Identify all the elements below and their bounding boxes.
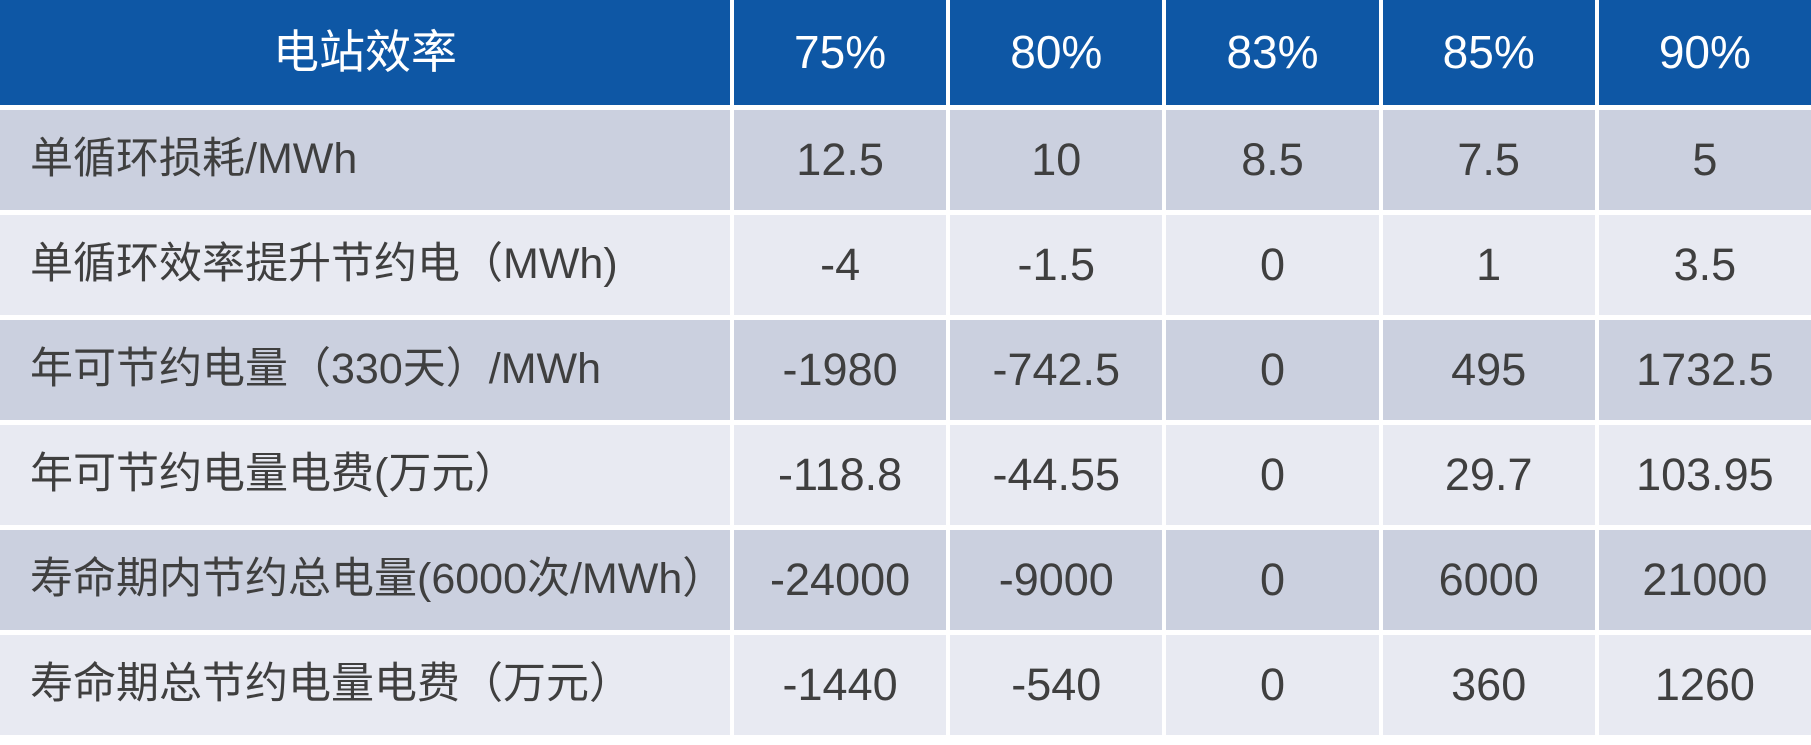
value-cell: -1440 bbox=[734, 635, 947, 735]
row-label-cell: 年可节约电量电费(万元） bbox=[0, 425, 730, 525]
value-cell: 7.5 bbox=[1382, 110, 1595, 210]
value-cell: 12.5 bbox=[734, 110, 947, 210]
value-cell: -4 bbox=[734, 215, 947, 315]
value-cell: -1.5 bbox=[950, 215, 1163, 315]
value-cell: 1260 bbox=[1598, 635, 1811, 735]
value-cell: 29.7 bbox=[1382, 425, 1595, 525]
value-cell: 0 bbox=[1166, 215, 1379, 315]
column-header-cell: 90% bbox=[1598, 0, 1811, 105]
value-cell: 5 bbox=[1598, 110, 1811, 210]
value-cell: 3.5 bbox=[1598, 215, 1811, 315]
value-cell: 1732.5 bbox=[1598, 320, 1811, 420]
value-cell: -742.5 bbox=[950, 320, 1163, 420]
value-cell: -24000 bbox=[734, 530, 947, 630]
value-cell: 0 bbox=[1166, 635, 1379, 735]
value-cell: 1 bbox=[1382, 215, 1595, 315]
value-cell: 21000 bbox=[1598, 530, 1811, 630]
value-cell: -9000 bbox=[950, 530, 1163, 630]
value-cell: 10 bbox=[950, 110, 1163, 210]
value-cell: 495 bbox=[1382, 320, 1595, 420]
value-cell: 0 bbox=[1166, 425, 1379, 525]
value-cell: -118.8 bbox=[734, 425, 947, 525]
table-title-header-cell: 电站效率 bbox=[0, 0, 730, 105]
row-label-cell: 单循环效率提升节约电（MWh) bbox=[0, 215, 730, 315]
column-header-cell: 83% bbox=[1166, 0, 1379, 105]
value-cell: 0 bbox=[1166, 320, 1379, 420]
value-cell: 0 bbox=[1166, 530, 1379, 630]
row-label-cell: 寿命期内节约总电量(6000次/MWh） bbox=[0, 530, 730, 630]
value-cell: -540 bbox=[950, 635, 1163, 735]
value-cell: 103.95 bbox=[1598, 425, 1811, 525]
row-label-cell: 寿命期总节约电量电费（万元） bbox=[0, 635, 730, 735]
column-header-cell: 75% bbox=[734, 0, 947, 105]
value-cell: 8.5 bbox=[1166, 110, 1379, 210]
column-header-cell: 85% bbox=[1382, 0, 1595, 105]
row-label-cell: 年可节约电量（330天）/MWh bbox=[0, 320, 730, 420]
column-header-cell: 80% bbox=[950, 0, 1163, 105]
row-label-cell: 单循环损耗/MWh bbox=[0, 110, 730, 210]
value-cell: 360 bbox=[1382, 635, 1595, 735]
value-cell: -44.55 bbox=[950, 425, 1163, 525]
value-cell: -1980 bbox=[734, 320, 947, 420]
value-cell: 6000 bbox=[1382, 530, 1595, 630]
